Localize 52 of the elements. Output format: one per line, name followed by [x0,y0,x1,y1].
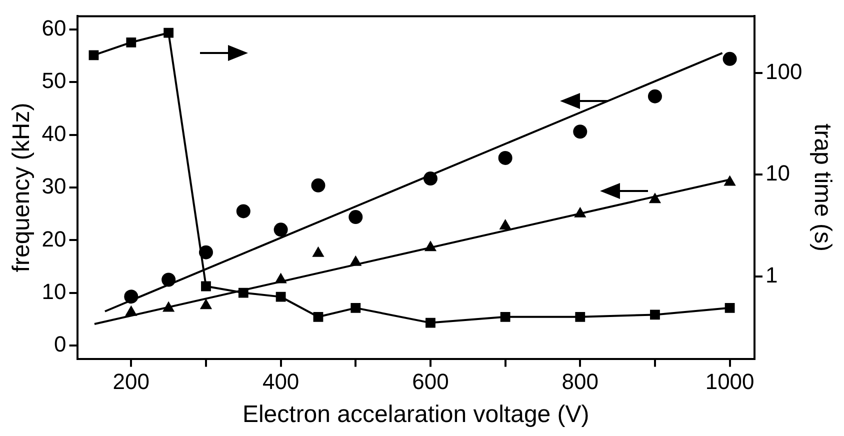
point [201,281,211,292]
point [125,305,138,316]
y-axis-title: frequency (kHz) [8,102,36,272]
point [350,255,362,266]
y2-tick-label: 100 [765,58,802,84]
point [200,298,212,310]
point [311,178,326,192]
point [350,302,361,313]
x-axis-title: Electron accelaration voltage (V) [242,401,590,428]
point [498,150,512,165]
y-tick-label: 50 [42,68,66,94]
point [274,272,287,284]
point [236,204,250,218]
y-tick-label: 60 [42,15,66,40]
point [313,312,324,322]
y-tick-label: 10 [42,278,66,304]
point [162,301,175,312]
point [500,312,510,322]
point [575,312,586,322]
y2-tick-label: 10 [765,160,790,186]
x-tick-label: 400 [262,369,300,394]
point [573,124,588,139]
point [162,272,176,287]
x-tick-label: 800 [562,369,598,394]
point [499,218,512,230]
point [648,89,662,104]
point [424,240,437,252]
y-tick-label: 20 [42,226,66,252]
point [574,206,586,218]
point [423,172,438,186]
point [348,210,363,224]
point [312,246,324,257]
point [650,310,660,320]
point [88,50,99,60]
point [276,292,286,302]
point [724,302,735,313]
x-tick-label: 200 [112,369,150,394]
point [722,52,737,66]
point [126,37,136,48]
y2-tick-label: 1 [765,262,778,288]
x-tick-label: 1000 [705,369,754,394]
point [238,288,248,298]
point [426,318,436,328]
point [274,222,288,237]
point [164,28,174,38]
y-tick-label: 40 [42,120,66,146]
y2-axis-title: trap time (s) [808,123,836,252]
point [724,175,736,186]
y-tick-label: 0 [54,332,66,357]
x-tick-label: 600 [412,369,449,394]
point [648,192,662,204]
y-tick-label: 30 [42,174,66,199]
